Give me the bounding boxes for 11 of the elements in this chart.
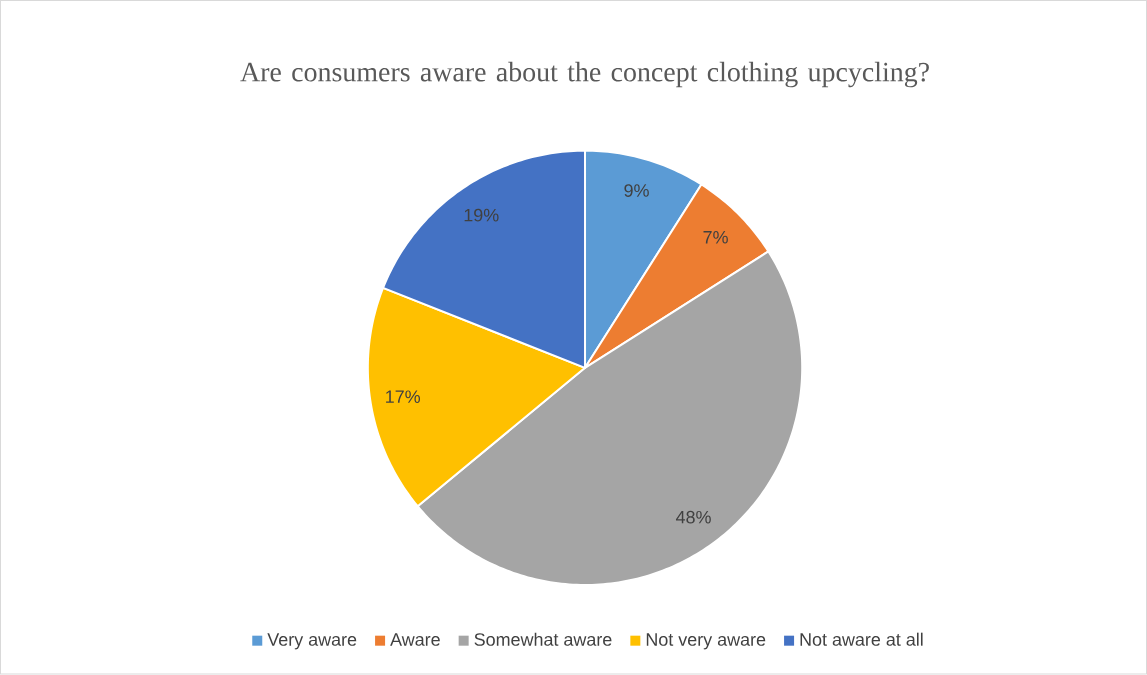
legend-label: Somewhat aware xyxy=(474,632,612,647)
legend-label: Very aware xyxy=(267,633,357,650)
data-label: 48% xyxy=(675,511,711,524)
chart-title: Are consumers aware about the concept clothing upcycling? xyxy=(240,62,929,88)
data-label: 17% xyxy=(386,390,420,404)
legend-label: Not aware at all xyxy=(800,632,923,647)
data-label: 7% xyxy=(703,231,728,244)
legend-label: Aware xyxy=(390,633,440,647)
data-label: 19% xyxy=(464,208,499,222)
legend-label: Not very aware xyxy=(646,633,766,650)
data-label: 9% xyxy=(624,184,649,198)
